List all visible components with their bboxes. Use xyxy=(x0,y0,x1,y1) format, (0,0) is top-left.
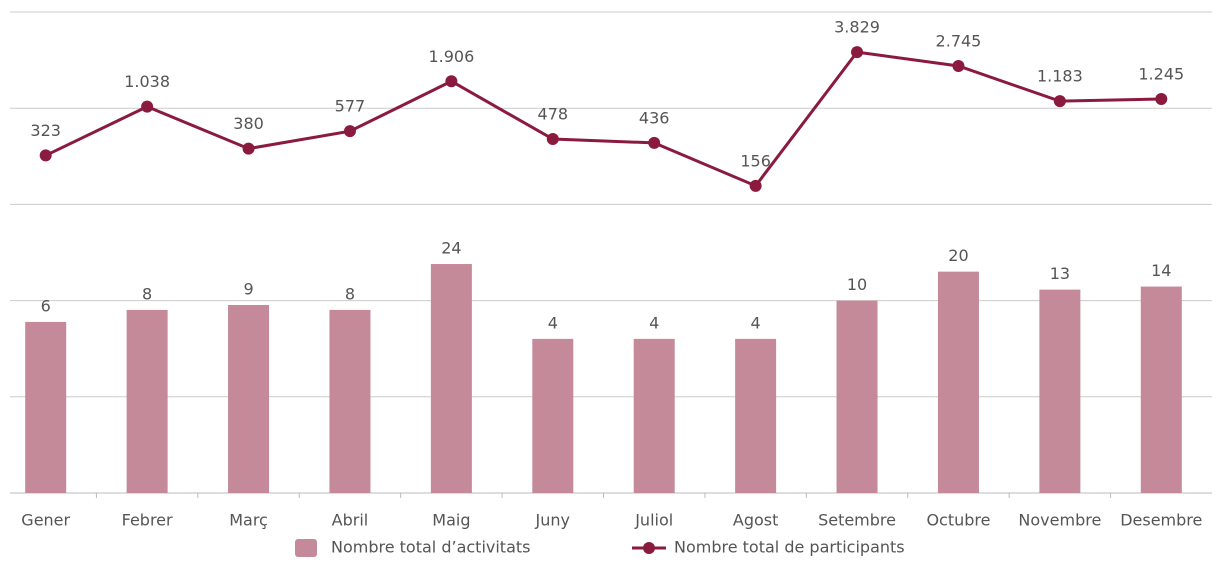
line xyxy=(45,50,1162,188)
bar-value-label: 4 xyxy=(751,313,761,332)
x-tick-label: Juny xyxy=(535,511,570,530)
bar-value-label: 8 xyxy=(142,284,152,303)
x-tick-label: Gener xyxy=(21,511,70,530)
legend-swatch xyxy=(295,539,317,557)
x-tick-label: Novembre xyxy=(1018,511,1101,530)
line-value-label: 2.745 xyxy=(936,32,982,51)
x-tick-label: Maig xyxy=(432,511,470,530)
bar-value-label: 10 xyxy=(847,275,867,294)
bar xyxy=(836,300,878,493)
line-value-label: 436 xyxy=(639,108,670,127)
line-marker xyxy=(445,75,458,88)
line-value-label: 478 xyxy=(538,105,569,124)
bar xyxy=(532,338,574,493)
bar-value-label: 6 xyxy=(41,296,51,315)
line-marker xyxy=(141,100,154,113)
line-value-label: 1.245 xyxy=(1138,65,1184,84)
x-tick-label: Agost xyxy=(733,511,779,530)
bar-value-label: 4 xyxy=(649,313,659,332)
bar-value-label: 4 xyxy=(548,313,558,332)
line-value-label: 156 xyxy=(740,151,771,170)
bar-value-label: 9 xyxy=(243,280,253,299)
x-tick-label: Juliol xyxy=(634,511,673,530)
line-value-label: 3.829 xyxy=(834,18,880,37)
line-marker xyxy=(546,133,559,146)
line-value-label: 323 xyxy=(30,121,61,140)
x-tick-label: Octubre xyxy=(926,511,990,530)
line-marker xyxy=(952,60,965,73)
line-marker xyxy=(39,149,52,162)
line-value-label: 1.906 xyxy=(428,47,474,66)
bar xyxy=(1039,289,1081,493)
bar xyxy=(329,309,371,493)
x-tick-label: Setembre xyxy=(818,511,896,530)
legend-label: Nombre total d’activitats xyxy=(331,538,531,557)
line-marker xyxy=(343,125,356,138)
x-tick-label: Febrer xyxy=(122,511,173,530)
bar xyxy=(633,338,675,493)
bar xyxy=(228,305,270,493)
line-value-label: 1.183 xyxy=(1037,67,1083,86)
line-value-label: 1.038 xyxy=(124,72,170,91)
line-value-label: 577 xyxy=(335,97,366,116)
bar-value-label: 14 xyxy=(1151,261,1171,280)
bar xyxy=(430,264,472,493)
legend-swatch xyxy=(643,542,655,554)
x-tick-label: Abril xyxy=(332,511,369,530)
line-marker xyxy=(242,142,255,155)
bar xyxy=(937,271,979,493)
bar xyxy=(126,309,168,493)
bar xyxy=(25,321,67,493)
line-value-label: 380 xyxy=(233,114,264,133)
line-marker xyxy=(648,136,661,149)
bar xyxy=(735,338,777,493)
line-marker xyxy=(1053,95,1066,108)
bar-value-label: 24 xyxy=(441,239,461,258)
line-marker xyxy=(851,46,864,59)
x-tick-label: Març xyxy=(229,511,268,530)
line-marker xyxy=(1155,93,1168,106)
bar xyxy=(1140,286,1182,493)
legend-label: Nombre total de participants xyxy=(674,538,905,557)
x-tick-label: Desembre xyxy=(1120,511,1202,530)
bar-value-label: 13 xyxy=(1050,264,1070,283)
bar-value-label: 8 xyxy=(345,284,355,303)
line-marker xyxy=(749,179,762,192)
bar-value-label: 20 xyxy=(948,246,968,265)
